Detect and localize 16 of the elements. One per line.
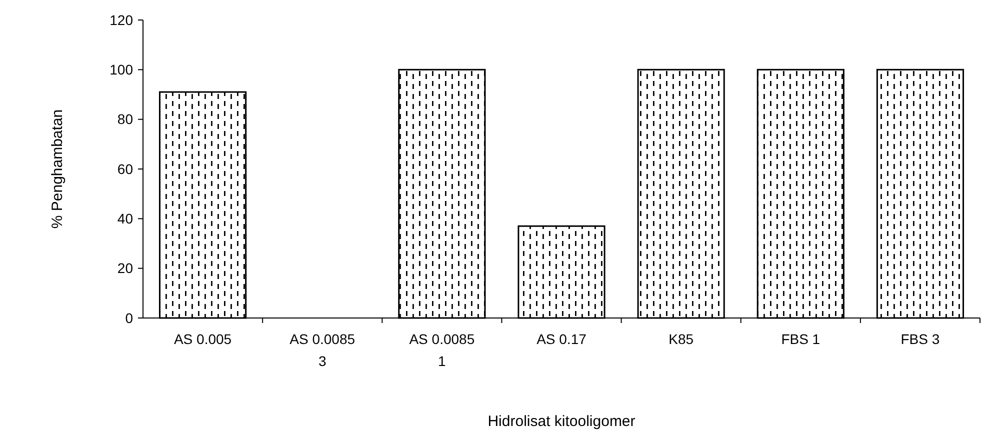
x-tick-label: AS 0.005 [174, 331, 232, 347]
y-tick-label: 40 [117, 210, 134, 227]
y-tick-label: 20 [117, 260, 134, 276]
x-tick-label: FBS 1 [781, 331, 820, 347]
y-tick-label: 60 [117, 160, 134, 177]
x-tick-label: AS 0.0085 1 [409, 331, 475, 369]
x-tick-label: FBS 3 [900, 331, 940, 347]
x-axis-title: Hidrolisat kitooligomer [488, 413, 636, 430]
y-axis-title: % Penghambatan [49, 109, 66, 229]
y-tick-label: 0 [125, 310, 134, 326]
x-tick-label: AS 0.0085 3 [290, 331, 356, 369]
y-tick-label: 100 [110, 62, 134, 78]
x-tick-label: AS 0.17 [536, 331, 587, 347]
y-tick-label: 120 [110, 12, 134, 28]
x-tick-label: K85 [668, 331, 694, 347]
y-tick-label: 80 [117, 111, 134, 128]
